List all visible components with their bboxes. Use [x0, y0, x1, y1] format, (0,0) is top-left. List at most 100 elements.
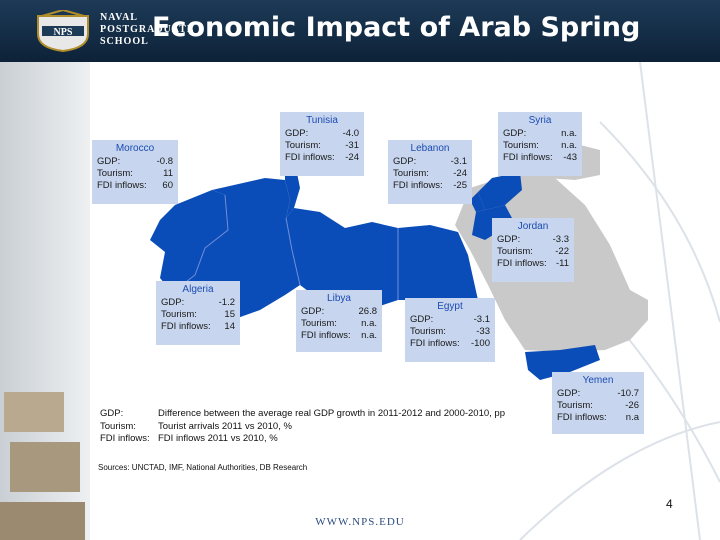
fdi-label: FDI inflows: — [285, 152, 335, 163]
school-name: NAVAL POSTGRADUATE SCHOOL — [100, 12, 195, 48]
gdp-value: -0.8 — [156, 156, 173, 167]
legend-key: FDI inflows: — [100, 433, 150, 444]
school-name-line-1: NAVAL — [100, 12, 138, 23]
fdi-value: -25 — [453, 180, 467, 191]
lebanon-shape — [470, 192, 485, 212]
tourism-value: 15 — [224, 309, 235, 320]
legend-row: FDI inflows: FDI inflows 2011 vs 2010, % — [100, 433, 505, 446]
country-box-algeria: Algeria GDP: -1.2 Tourism: 15 FDI inflows:… — [156, 281, 240, 345]
tourism-value: -24 — [453, 168, 467, 179]
gdp-label: GDP: — [410, 314, 434, 325]
gdp-label: GDP: — [503, 128, 527, 139]
fdi-value: 14 — [224, 321, 235, 332]
country-name: Morocco — [115, 143, 155, 154]
gdp-label: GDP: — [301, 306, 325, 317]
tourism-value: 11 — [163, 168, 173, 179]
fdi-label: FDI inflows: — [161, 321, 211, 332]
morocco-shape — [150, 190, 228, 290]
gdp-label: GDP: — [97, 156, 121, 167]
tourism-label: Tourism: — [557, 400, 593, 411]
tourism-label: Tourism: — [161, 309, 197, 320]
tourism-label: Tourism: — [97, 168, 133, 179]
sources-note: Sources: UNCTAD, IMF, National Authoriti… — [98, 463, 308, 472]
yemen-shape — [525, 345, 600, 380]
tourism-value: -31 — [345, 140, 359, 151]
gdp-label: GDP: — [497, 234, 521, 245]
tourism-label: Tourism: — [393, 168, 429, 179]
tourism-label: Tourism: — [503, 140, 539, 151]
country-name: Jordan — [517, 221, 549, 232]
fdi-label: FDI inflows: — [410, 338, 460, 349]
country-name: Syria — [528, 115, 552, 126]
fdi-label: FDI inflows: — [301, 330, 351, 341]
nps-badge-text: NPS — [54, 27, 73, 38]
country-box-syria: Syria GDP: n.a. Tourism: n.a. FDI inflows:… — [498, 112, 582, 176]
legend-desc: Difference between the average real GDP … — [158, 408, 505, 419]
fdi-label: FDI inflows: — [97, 180, 147, 191]
country-box-morocco: Morocco GDP: -0.8 Tourism: 11 FDI inflows:… — [92, 140, 178, 204]
legend-row: Tourism: Tourist arrivals 2011 vs 2010, % — [100, 421, 505, 434]
country-box-lebanon: Lebanon GDP: -3.1 Tourism: -24 FDI inflows… — [388, 140, 472, 204]
country-name: Egypt — [437, 301, 463, 312]
fdi-label: FDI inflows: — [557, 412, 607, 423]
legend-key: GDP: — [100, 408, 124, 419]
gdp-value: -4.0 — [342, 128, 359, 139]
gdp-value: -3.3 — [552, 234, 569, 245]
tourism-label: Tourism: — [301, 318, 337, 329]
country-name: Libya — [327, 293, 351, 304]
slide-title: Economic Impact of Arab Spring — [152, 12, 641, 43]
country-box-yemen: Yemen GDP: -10.7 Tourism: -26 FDI inflows:… — [552, 372, 644, 434]
school-name-line-3: SCHOOL — [100, 36, 149, 47]
tourism-value: -33 — [476, 326, 490, 337]
egypt-shape — [398, 225, 478, 305]
gdp-value: 26.8 — [358, 306, 378, 317]
fdi-label: FDI inflows: — [393, 180, 443, 191]
tunisia-shape — [285, 168, 300, 218]
campus-photo-strip — [0, 62, 90, 540]
page-number: 4 — [666, 497, 673, 511]
gdp-label: GDP: — [557, 388, 581, 399]
gdp-value: -10.7 — [617, 388, 639, 399]
header-bar: NPS NAVAL POSTGRADUATE SCHOOL Economic I… — [0, 0, 720, 62]
gdp-value: n.a. — [561, 128, 577, 139]
gdp-value: -3.1 — [450, 156, 467, 167]
metric-legend: GDP: Difference between the average real … — [100, 408, 505, 446]
building-shape — [0, 502, 85, 540]
building-shape — [4, 392, 64, 432]
country-name: Tunisia — [306, 115, 338, 126]
tourism-value: -22 — [555, 246, 569, 257]
fdi-value: -11 — [555, 258, 569, 269]
gdp-label: GDP: — [161, 297, 185, 308]
fdi-value: n.a. — [361, 330, 377, 341]
legend-desc: Tourist arrivals 2011 vs 2010, % — [158, 420, 292, 432]
legend-key: Tourism: — [100, 420, 136, 432]
nps-crest-icon: NPS — [37, 10, 89, 52]
tourism-label: Tourism: — [410, 326, 446, 337]
gdp-value: -3.1 — [473, 314, 490, 325]
country-name: Lebanon — [410, 143, 450, 154]
fdi-value: -100 — [470, 338, 490, 349]
footer-url: WWW.NPS.EDU — [315, 516, 405, 528]
fdi-value: -24 — [345, 152, 359, 163]
fdi-value: n.a — [625, 412, 639, 423]
fdi-value: 60 — [162, 180, 173, 191]
country-name: Algeria — [182, 284, 214, 295]
country-box-tunisia: Tunisia GDP: -4.0 Tourism: -31 FDI inflows… — [280, 112, 364, 176]
school-name-line-2: POSTGRADUATE — [100, 24, 195, 35]
gdp-label: GDP: — [285, 128, 309, 139]
fdi-value: -43 — [563, 152, 577, 163]
country-name: Yemen — [582, 375, 614, 386]
country-box-jordan: Jordan GDP: -3.3 Tourism: -22 FDI inflows:… — [492, 218, 574, 282]
tourism-value: -26 — [625, 400, 639, 411]
country-box-libya: Libya GDP: 26.8 Tourism: n.a. FDI inflows:… — [296, 290, 382, 352]
gdp-value: -1.2 — [218, 297, 235, 308]
legend-desc: FDI inflows 2011 vs 2010, % — [158, 433, 278, 444]
legend-row: GDP: Difference between the average real … — [100, 408, 505, 421]
tourism-value: n.a. — [361, 318, 377, 329]
tourism-label: Tourism: — [497, 246, 533, 257]
fdi-label: FDI inflows: — [503, 152, 553, 163]
libya-shape — [286, 208, 398, 312]
syria-shape — [478, 172, 522, 210]
building-shape — [10, 442, 80, 492]
